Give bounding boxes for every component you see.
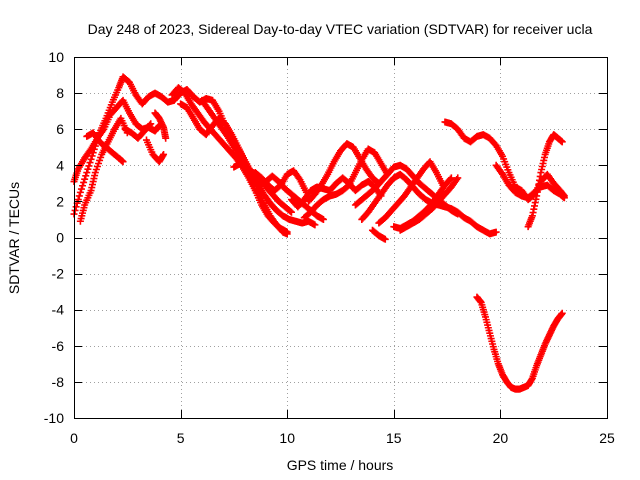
- data-point: [76, 188, 84, 196]
- series-track-21: [368, 226, 389, 243]
- y-tick-labels: -10 -8 -6 -4 -2 0 2 4 6 8 10: [44, 49, 64, 426]
- data-point-interp: [79, 182, 87, 190]
- data-point-interp: [88, 152, 96, 160]
- series-track-18: [375, 158, 447, 227]
- x-axis-label: GPS time / hours: [287, 457, 394, 473]
- data-point: [283, 228, 291, 236]
- data-point: [311, 221, 319, 229]
- data-point-interp: [146, 121, 154, 129]
- series-track-8: [168, 84, 291, 236]
- series-track-1: [70, 73, 291, 238]
- x-tick-label: 25: [599, 430, 615, 446]
- data-point: [447, 174, 455, 182]
- series-track-5: [121, 120, 155, 142]
- data-point-interp: [286, 207, 294, 215]
- data-point: [160, 150, 168, 158]
- data-point: [560, 194, 568, 202]
- data-point-interp: [453, 175, 461, 183]
- y-tick-label: 0: [56, 230, 64, 246]
- data-point-interp: [99, 127, 107, 135]
- data-point-interp: [295, 174, 303, 182]
- chart-title: Day 248 of 2023, Sidereal Day-to-day VTE…: [88, 21, 593, 37]
- series-track-25: [473, 293, 566, 393]
- data-point: [319, 215, 327, 223]
- data-point-interp: [446, 175, 454, 183]
- data-point: [162, 134, 170, 142]
- data-point: [381, 235, 389, 243]
- x-tick-label: 0: [70, 430, 78, 446]
- data-point-interp: [81, 175, 89, 183]
- y-tick-label: -2: [52, 266, 65, 282]
- y-tick-label: 4: [56, 157, 64, 173]
- grid-lines: [74, 57, 607, 418]
- y-tick-label: -8: [52, 374, 65, 390]
- data-point-interp: [72, 203, 80, 211]
- y-tick-label: -4: [52, 302, 65, 318]
- series-track-20: [396, 174, 462, 234]
- y-tick-label: 8: [56, 85, 64, 101]
- y-tick-label: 2: [56, 193, 64, 209]
- series-track-6: [142, 136, 168, 166]
- series-track-24: [524, 131, 566, 231]
- series-track-7: [151, 109, 170, 142]
- x-tick-label: 20: [493, 430, 509, 446]
- y-tick-label: 6: [56, 121, 64, 137]
- data-point: [119, 158, 127, 166]
- x-tick-label: 15: [386, 430, 402, 446]
- axis-ticks: [74, 57, 608, 419]
- data-point: [558, 309, 566, 317]
- y-tick-label: -10: [44, 410, 64, 426]
- data-point-interp: [86, 159, 94, 167]
- y-tick-label: -6: [52, 338, 65, 354]
- series-track-10: [198, 96, 295, 216]
- data-point-interp: [84, 165, 92, 173]
- data-points: [70, 73, 568, 393]
- series-track-4: [83, 129, 127, 166]
- series-track-2: [70, 96, 163, 186]
- data-point-interp: [82, 172, 90, 180]
- x-tick-labels: 0 5 10 15 20 25: [70, 430, 615, 446]
- data-point: [492, 228, 500, 236]
- data-point: [147, 120, 155, 128]
- data-point-interp: [75, 192, 83, 200]
- series-track-23: [492, 161, 568, 202]
- y-axis-label: SDTVAR / TECUs: [6, 182, 22, 294]
- data-point: [287, 208, 295, 216]
- data-point-interp: [71, 206, 79, 214]
- series-track-12: [251, 167, 310, 196]
- data-point-interp: [77, 185, 85, 193]
- data-point-interp: [80, 178, 88, 186]
- x-tick-label: 10: [279, 430, 295, 446]
- data-point: [83, 169, 91, 177]
- y-tick-label: 10: [48, 49, 64, 65]
- x-tick-label: 5: [177, 430, 185, 446]
- data-point-interp: [87, 155, 95, 163]
- data-point: [558, 138, 566, 146]
- data-point: [454, 174, 462, 182]
- data-point-interp: [85, 162, 93, 170]
